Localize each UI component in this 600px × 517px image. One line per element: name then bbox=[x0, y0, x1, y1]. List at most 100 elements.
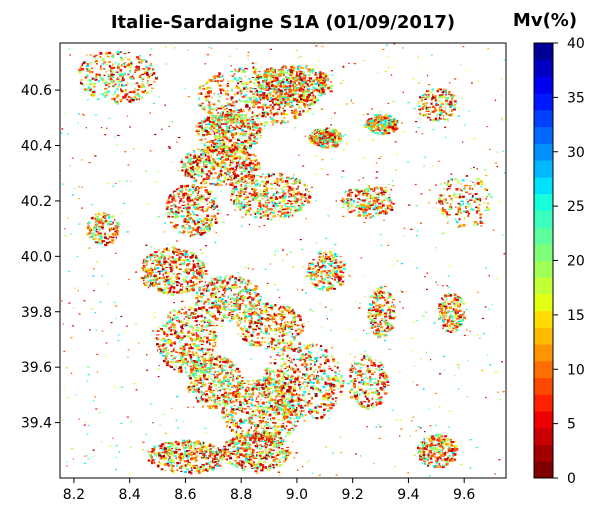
moisture-pixel bbox=[301, 90, 305, 93]
moisture-pixel bbox=[160, 350, 162, 353]
moisture-pixel bbox=[164, 347, 167, 350]
moisture-pixel bbox=[195, 332, 198, 335]
moisture-pixel bbox=[309, 80, 311, 83]
moisture-pixel bbox=[298, 371, 302, 373]
moisture-pixel bbox=[263, 113, 266, 115]
moisture-pixel bbox=[282, 330, 285, 332]
moisture-pixel bbox=[181, 308, 184, 310]
moisture-pixel bbox=[280, 174, 284, 176]
moisture-pixel bbox=[254, 195, 257, 197]
moisture-pixel bbox=[265, 187, 269, 190]
moisture-pixel bbox=[317, 80, 319, 83]
moisture-pixel bbox=[257, 113, 261, 115]
moisture-pixel bbox=[295, 178, 298, 180]
moisture-pixel bbox=[217, 164, 221, 167]
moisture-pixel bbox=[288, 215, 290, 218]
moisture-pixel bbox=[290, 343, 293, 346]
moisture-pixel bbox=[230, 150, 234, 153]
moisture-pixel bbox=[182, 249, 186, 253]
moisture-pixel bbox=[208, 333, 211, 335]
moisture-pixel bbox=[203, 318, 206, 321]
moisture-pixel bbox=[239, 166, 242, 169]
moisture-pixel bbox=[239, 117, 243, 120]
moisture-pixel bbox=[187, 271, 190, 275]
moisture-pixel bbox=[240, 148, 243, 151]
moisture-pixel bbox=[214, 300, 217, 303]
moisture-pixel bbox=[312, 136, 314, 139]
moisture-pixel bbox=[243, 169, 246, 172]
moisture-pixel bbox=[160, 343, 164, 346]
moisture-pixel bbox=[201, 329, 204, 332]
moisture-pixel bbox=[293, 84, 296, 86]
moisture-pixel bbox=[280, 67, 282, 70]
moisture-pixel bbox=[165, 202, 170, 204]
moisture-pixel bbox=[279, 210, 281, 213]
moisture-pixel bbox=[302, 99, 306, 102]
moisture-pixel bbox=[231, 114, 234, 117]
moisture-pixel bbox=[275, 74, 279, 76]
moisture-pixel bbox=[214, 144, 217, 146]
moisture-pixel bbox=[209, 112, 213, 115]
moisture-pixel bbox=[244, 334, 246, 337]
moisture-pixel bbox=[270, 121, 272, 123]
moisture-pixel bbox=[228, 279, 231, 281]
moisture-pixel bbox=[180, 199, 183, 201]
moisture-pixel bbox=[207, 161, 209, 164]
moisture-pixel bbox=[307, 381, 310, 384]
moisture-pixel bbox=[233, 177, 236, 180]
moisture-pixel bbox=[334, 129, 338, 133]
moisture-pixel bbox=[275, 345, 278, 349]
moisture-pixel bbox=[178, 310, 181, 313]
moisture-pixel bbox=[202, 131, 204, 133]
moisture-pixel bbox=[257, 85, 260, 87]
moisture-pixel bbox=[246, 202, 249, 204]
moisture-pixel bbox=[303, 71, 305, 75]
moisture-pixel bbox=[234, 69, 237, 72]
moisture-pixel bbox=[308, 98, 310, 101]
moisture-pixel bbox=[236, 297, 240, 300]
moisture-pixel bbox=[237, 195, 239, 199]
moisture-pixel bbox=[234, 286, 237, 289]
moisture-pixel bbox=[216, 182, 219, 186]
moisture-pixel bbox=[240, 108, 242, 112]
moisture-pixel bbox=[297, 380, 300, 382]
moisture-pixel bbox=[259, 97, 261, 100]
moisture-pixel bbox=[386, 125, 389, 128]
moisture-pixel bbox=[281, 324, 285, 327]
moisture-pixel bbox=[328, 367, 332, 370]
moisture-pixel bbox=[214, 147, 218, 149]
moisture-pixel bbox=[246, 299, 248, 301]
moisture-pixel bbox=[198, 265, 201, 267]
moisture-pixel bbox=[225, 141, 227, 144]
moisture-pixel bbox=[276, 177, 279, 181]
moisture-pixel bbox=[254, 168, 256, 170]
moisture-pixel bbox=[152, 285, 156, 287]
moisture-pixel bbox=[260, 193, 263, 195]
moisture-pixel bbox=[319, 74, 322, 76]
moisture-pixel bbox=[332, 129, 335, 132]
moisture-pixel bbox=[305, 90, 309, 93]
moisture-pixel bbox=[282, 84, 286, 87]
moisture-pixel bbox=[318, 89, 321, 93]
moisture-pixel bbox=[235, 204, 238, 206]
moisture-pixel bbox=[210, 306, 213, 309]
moisture-pixel bbox=[219, 180, 223, 182]
moisture-pixel bbox=[188, 317, 191, 319]
moisture-pixel bbox=[283, 193, 285, 196]
moisture-pixel bbox=[320, 415, 324, 419]
moisture-pixel bbox=[231, 182, 234, 184]
moisture-pixel bbox=[264, 389, 267, 393]
moisture-pixel bbox=[209, 120, 212, 123]
moisture-pixel bbox=[260, 310, 262, 314]
moisture-pixel bbox=[193, 174, 196, 177]
moisture-pixel bbox=[289, 80, 293, 83]
moisture-pixel bbox=[305, 360, 308, 362]
moisture-pixel bbox=[263, 95, 265, 98]
moisture-pixel bbox=[197, 158, 201, 160]
moisture-pixel bbox=[329, 90, 333, 93]
moisture-pixel bbox=[238, 181, 241, 183]
moisture-pixel bbox=[242, 109, 245, 112]
moisture-pixel bbox=[216, 212, 219, 215]
moisture-pixel bbox=[367, 124, 371, 126]
moisture-pixel bbox=[243, 170, 247, 173]
